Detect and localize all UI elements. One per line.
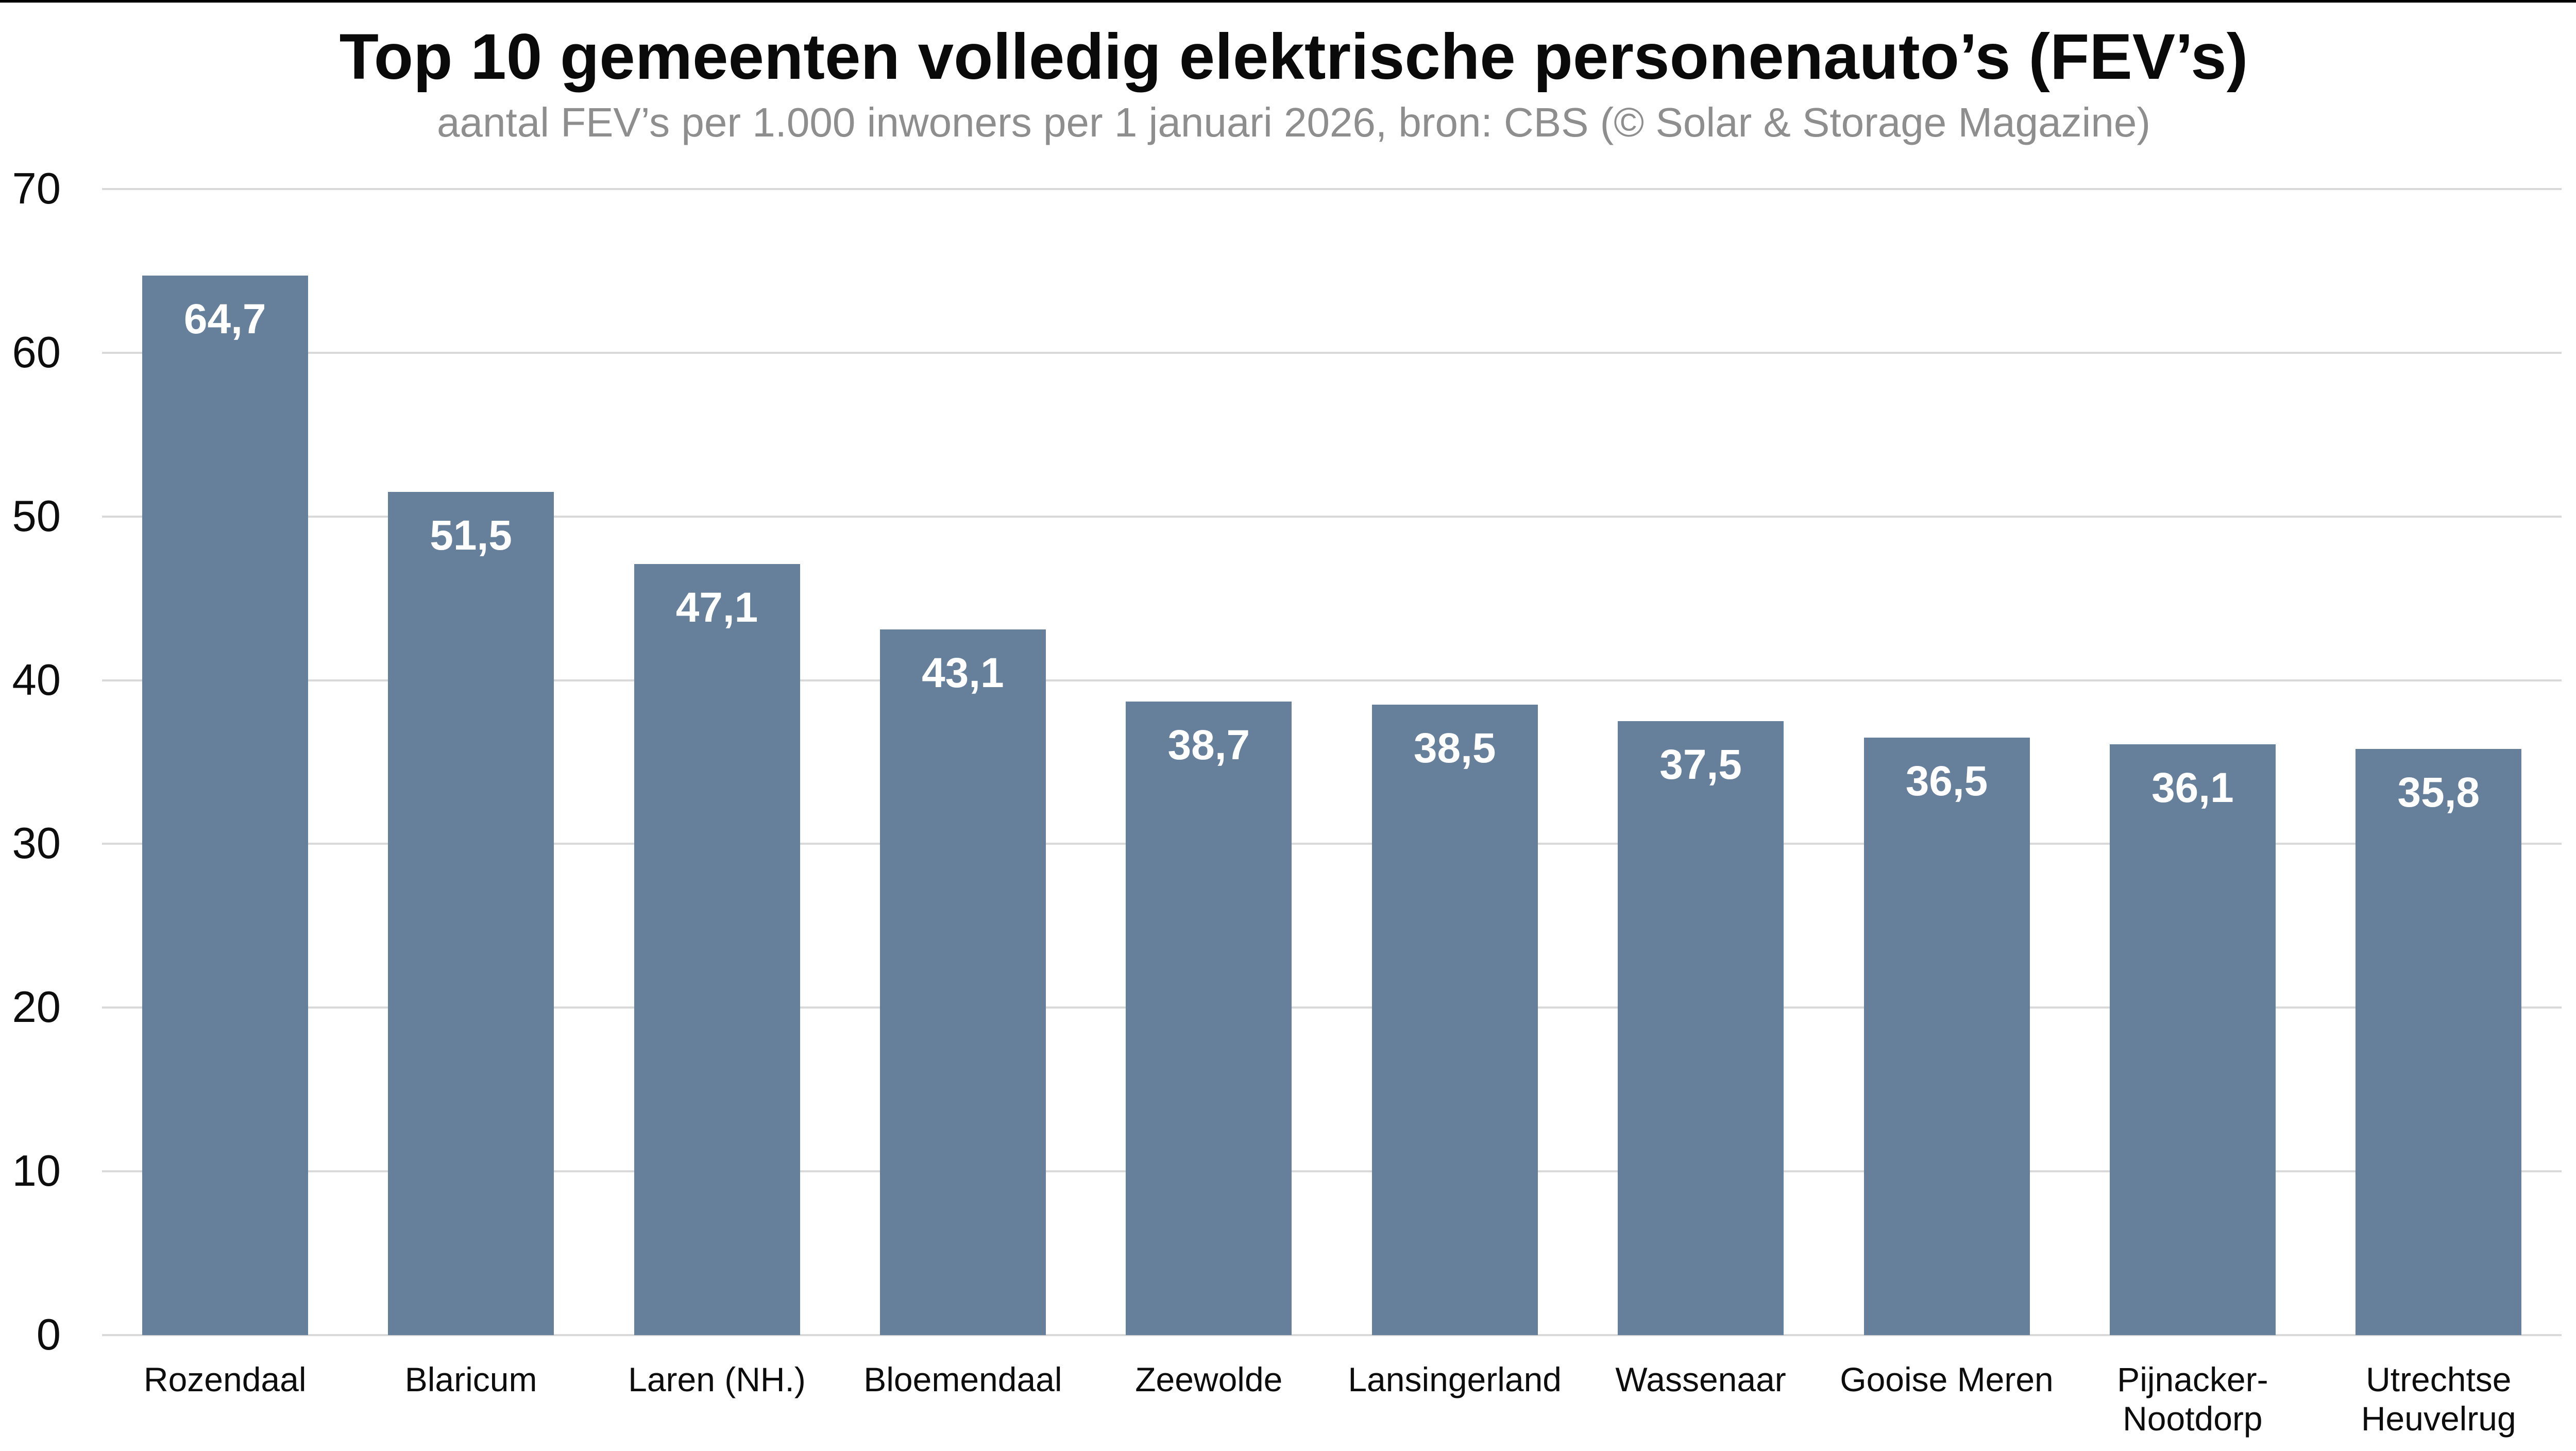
bar-0: 64,7 bbox=[142, 276, 308, 1335]
gridline bbox=[102, 843, 2562, 845]
gridline bbox=[102, 351, 2562, 354]
bar-value-label: 64,7 bbox=[183, 296, 266, 343]
x-axis-category-label: Zeewolde bbox=[1135, 1360, 1283, 1398]
x-axis-category-label: Lansingerland bbox=[1348, 1360, 1562, 1398]
gridline bbox=[102, 1006, 2562, 1009]
top-border bbox=[0, 0, 2576, 3]
gridline bbox=[102, 188, 2562, 190]
bar-7: 36,5 bbox=[1863, 737, 2030, 1335]
x-axis-category-label: Utrechtse Heuvelrug bbox=[2361, 1360, 2516, 1438]
plot-area: 0 10 20 30 40 50 60 70 64,7 Rozendaal 51,5 Blaricum… bbox=[12, 167, 2562, 1438]
y-axis-tick-label: 20 bbox=[12, 983, 61, 1032]
bar-value-label: 38,7 bbox=[1167, 721, 1250, 769]
gridline bbox=[102, 1334, 2562, 1336]
x-axis-category-label: Rozendaal bbox=[143, 1360, 307, 1398]
chart-title: Top 10 gemeenten volledig elektrische pe… bbox=[339, 21, 2248, 93]
y-axis-tick-label: 40 bbox=[12, 655, 61, 705]
gridline bbox=[102, 1170, 2562, 1173]
x-axis-category-label: Wassenaar bbox=[1615, 1360, 1786, 1398]
bar-value-label: 47,1 bbox=[675, 584, 758, 631]
bar-value-label: 36,5 bbox=[1905, 757, 1988, 805]
x-axis-category-label: Gooise Meren bbox=[1840, 1360, 2054, 1398]
bar-1: 51,5 bbox=[388, 492, 554, 1335]
y-axis-tick-label: 60 bbox=[12, 328, 61, 377]
chart-subtitle: aantal FEV’s per 1.000 inwoners per 1 ja… bbox=[437, 99, 2150, 145]
bar-value-label: 35,8 bbox=[2397, 769, 2480, 816]
x-axis-category-label: Laren (NH.) bbox=[628, 1360, 806, 1398]
bar-value-label: 43,1 bbox=[922, 650, 1004, 697]
bar-value-label: 36,1 bbox=[2151, 764, 2234, 811]
y-axis-tick-label: 30 bbox=[12, 819, 61, 868]
x-axis-category-label: Blaricum bbox=[404, 1360, 537, 1398]
bar-4: 38,7 bbox=[1126, 701, 1292, 1335]
x-axis-category-label: Pijnacker- Nootdorp bbox=[2117, 1360, 2268, 1438]
bar-5: 38,5 bbox=[1371, 705, 1538, 1335]
y-axis-tick-label: 10 bbox=[12, 1147, 61, 1196]
gridline bbox=[102, 515, 2562, 518]
gridline bbox=[102, 679, 2562, 681]
bar-8: 36,1 bbox=[2109, 744, 2276, 1335]
y-axis-tick-label: 50 bbox=[12, 491, 61, 541]
bar-value-label: 38,5 bbox=[1413, 725, 1496, 772]
bar-value-label: 51,5 bbox=[430, 512, 512, 559]
x-axis-category-label: Bloemendaal bbox=[863, 1360, 1062, 1398]
y-axis-tick-label: 0 bbox=[36, 1310, 61, 1359]
bar-3: 43,1 bbox=[879, 629, 1046, 1335]
y-axis-tick-label: 70 bbox=[12, 164, 61, 213]
bar-9: 35,8 bbox=[2355, 749, 2522, 1335]
bar-6: 37,5 bbox=[1618, 721, 1784, 1335]
bar-value-label: 37,5 bbox=[1659, 741, 1742, 789]
bar-2: 47,1 bbox=[634, 564, 800, 1335]
